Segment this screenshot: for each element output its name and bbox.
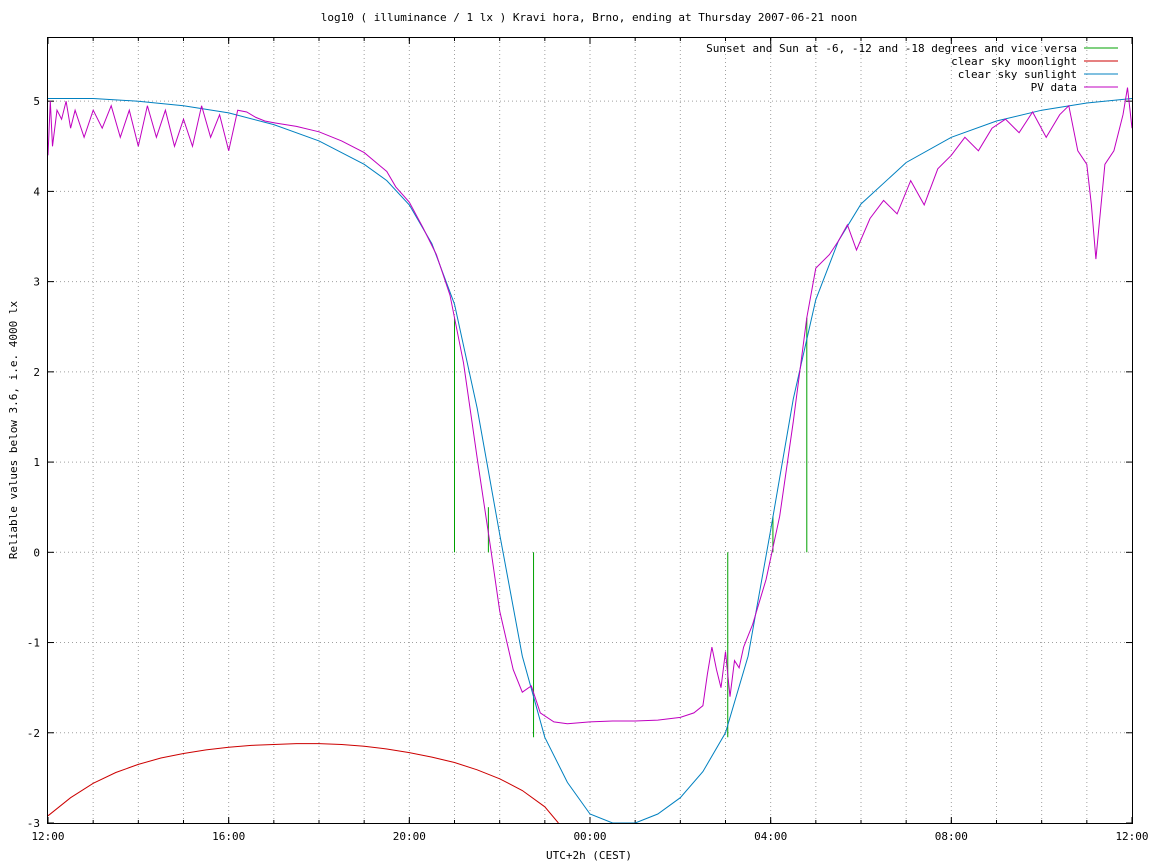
y-tick-label: 3 [33,276,40,289]
legend-label: PV data [1031,81,1077,94]
axis-ticks: -3 -2 -1 0 1 2 3 4 5 12:00 16:00 20:00 00:00 04:00 08:… [27,38,1149,843]
series-3-line [48,87,1132,725]
y-tick-label: 2 [33,366,40,379]
legend-label: clear sky sunlight [958,68,1077,81]
x-axis-label: UTC+2h (CEST) [546,849,632,862]
series-layer [48,87,1132,823]
x-tick-label: 12:00 [1115,830,1148,843]
x-tick-label: 08:00 [935,830,968,843]
legend: Sunset and Sun at -6, -12 and -18 degree… [706,42,1118,94]
y-tick-label: 1 [33,456,40,469]
x-tick-label: 16:00 [212,830,245,843]
x-tick-label: 00:00 [573,830,606,843]
x-tick-label: 04:00 [754,830,787,843]
y-tick-label: 4 [33,185,40,198]
y-axis-label: Reliable values below 3.6, i.e. 4000 lx [7,300,20,559]
y-tick-label: -3 [27,817,40,830]
x-tick-label: 20:00 [393,830,426,843]
legend-label: clear sky moonlight [951,55,1077,68]
y-tick-label: 5 [33,95,40,108]
series-2-line [48,98,1132,823]
legend-label: Sunset and Sun at -6, -12 and -18 degree… [706,42,1077,55]
y-tick-label: -2 [27,727,40,740]
series-group [48,87,1132,823]
plot-frame [47,37,1133,824]
chart-title: log10 ( illuminance / 1 lx ) Kravi hora,… [321,11,857,24]
grid [48,38,1132,823]
y-tick-label: -1 [27,637,40,650]
y-tick-label: 0 [33,546,40,559]
series-1-line [48,743,559,823]
x-tick-label: 12:00 [31,830,64,843]
